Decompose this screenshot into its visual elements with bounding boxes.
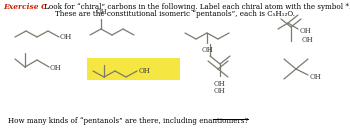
Text: OH: OH (60, 33, 72, 41)
Text: OH: OH (139, 67, 151, 75)
Text: OH: OH (310, 73, 322, 81)
Text: OH: OH (50, 64, 62, 72)
Text: OH: OH (214, 80, 226, 88)
Text: How many kinds of “pentanols” are there, including enantiomers?: How many kinds of “pentanols” are there,… (8, 117, 248, 125)
Text: Look for “chiral” carbons in the following. Label each chiral atom with the symb: Look for “chiral” carbons in the followi… (42, 3, 350, 11)
Text: OH: OH (201, 46, 213, 54)
Text: Exercise C.: Exercise C. (3, 3, 50, 11)
Text: OH: OH (213, 87, 225, 95)
Text: OH: OH (302, 36, 314, 44)
Text: OH: OH (300, 27, 312, 35)
Bar (87, 58, 180, 80)
Text: OH: OH (95, 8, 107, 16)
Text: These are the constitutional isomeric “pentanols”, each is C₅H₁₂O.: These are the constitutional isomeric “p… (55, 9, 295, 18)
